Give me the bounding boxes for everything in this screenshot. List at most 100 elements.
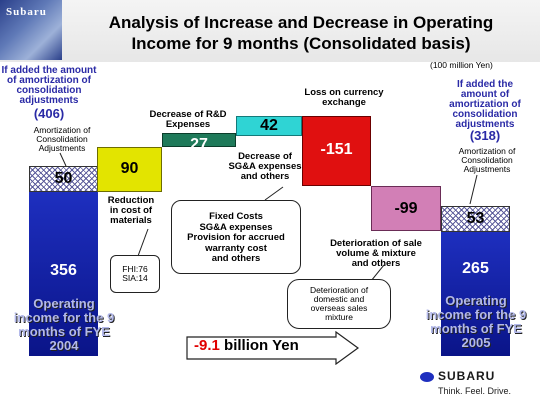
rd-label: Decrease of R&D Expenses: [132, 110, 244, 130]
right-amort-pointer: [469, 174, 478, 205]
material-label-line: Reduction: [107, 195, 155, 206]
left-amortization-note: If added the amount of amortization of c…: [0, 66, 98, 106]
sga-label-line: SG&A expenses: [228, 161, 302, 172]
end-amortization-value: 53: [466, 210, 485, 227]
fixed-costs-text: Fixed Costs SG&A expenses Provision for …: [172, 211, 300, 265]
sale-volume-value: -99: [394, 200, 418, 217]
fixed-costs-line: Provision for accrued: [187, 232, 285, 243]
end-caption-line: 2005: [461, 335, 491, 350]
sale-volume-bar: -99: [371, 186, 441, 231]
fixed-costs-line: Fixed Costs: [209, 211, 263, 222]
domestic-line: mixture: [325, 312, 353, 322]
rd-expense-value: 27: [190, 136, 208, 153]
title-line-2: Income for 9 months (Consolidated basis): [131, 34, 471, 53]
left-note-line: adjustments: [19, 95, 79, 106]
start-caption-line: income for the 9: [13, 310, 115, 325]
right-amort-line: Adjustments: [463, 164, 511, 174]
left-amort-line: Adjustments: [38, 143, 86, 153]
end-operating-income-bar: 265: [441, 232, 510, 356]
summary-text: -9.1 billion Yen: [194, 337, 344, 354]
material-label-line: in cost of: [109, 205, 153, 216]
currency-label-line: exchange: [322, 97, 366, 108]
sga-expense-value: 42: [260, 117, 278, 134]
right-note-line: If added the: [456, 79, 514, 90]
rd-expense-bar: 27: [162, 133, 236, 153]
right-note-line: adjustments: [455, 119, 515, 130]
left-note-value: (406): [33, 106, 65, 121]
fixed-costs-callout: Fixed Costs SG&A expenses Provision for …: [171, 200, 301, 274]
fhi-sia-callout: FHI:76 SIA:14: [110, 255, 160, 293]
material-cost-bar: 90: [97, 147, 162, 192]
domestic-mixture-callout: Deterioration of domestic and overseas s…: [287, 279, 391, 329]
start-bar-caption: Operating income for the 9 months of FYE…: [8, 297, 120, 353]
start-operating-income-bar: 356: [29, 192, 98, 356]
fixed-costs-line: warranty cost: [205, 242, 267, 254]
start-operating-income-value: 356: [50, 262, 77, 279]
left-note-line: consolidation: [16, 85, 82, 96]
subaru-star-icon: [420, 372, 434, 382]
start-caption-line: Operating: [33, 296, 95, 311]
left-amort-line: Consolidation: [36, 134, 88, 144]
header-logo-text: Subaru: [6, 6, 47, 18]
sga-label: Decrease of SG&A expenses and others: [222, 152, 308, 182]
currency-exchange-bar: -151: [302, 116, 371, 186]
left-amort-label: Amortization of Consolidation Adjustment…: [22, 126, 102, 153]
sale-callout-pointer: [370, 264, 385, 282]
right-amort-line: Amortization of: [458, 146, 516, 156]
fhi-value: FHI:76: [122, 264, 148, 274]
end-caption-line: Operating: [445, 293, 507, 308]
sale-label-line: volume & mixture: [336, 248, 416, 259]
right-amortization-note: If added the amount of amortization of c…: [430, 80, 540, 130]
summary-arrow-shape: [186, 331, 360, 365]
sia-value: SIA:14: [122, 273, 148, 283]
left-note-line: If added the amount: [1, 65, 97, 76]
sale-volume-label: Deterioration of sale volume & mixture a…: [318, 239, 434, 269]
footer-brand: SUBARU Think. Feel. Drive.: [418, 367, 540, 405]
footer-brand-text: SUBARU: [438, 369, 496, 383]
page-title: Analysis of Increase and Decrease in Ope…: [62, 12, 540, 54]
domestic-line: overseas sales: [310, 303, 368, 313]
material-label-line: materials: [110, 215, 152, 226]
left-amort-line: Amortization of: [33, 125, 91, 135]
right-amort-line: Consolidation: [461, 155, 513, 165]
left-amort-pointer: [59, 152, 67, 167]
rd-label-line: Decrease of R&D: [149, 109, 227, 120]
domestic-mixture-text: Deterioration of domestic and overseas s…: [288, 286, 390, 322]
fixed-costs-line: and others: [211, 253, 261, 264]
currency-label: Loss on currency exchange: [292, 88, 396, 108]
end-bar-caption: Operating income for the 9 months of FYE…: [420, 294, 532, 350]
start-caption-line: 2004: [49, 338, 79, 353]
header-band: [0, 0, 540, 62]
summary-arrow: [186, 331, 360, 365]
sga-expense-bar: 42: [236, 116, 302, 136]
fixed-costs-line: SG&A expenses: [199, 221, 273, 233]
currency-exchange-value: -151: [320, 141, 353, 158]
material-label: Reduction in cost of materials: [100, 196, 162, 226]
end-caption-line: income for the 9: [425, 307, 527, 322]
summary-unit: billion Yen: [219, 337, 299, 354]
right-note-value: (318): [469, 128, 501, 143]
right-note-line: amount of: [460, 89, 510, 100]
unit-label: (100 million Yen): [430, 60, 493, 70]
right-note-line: amortization of: [449, 99, 521, 110]
header-logo-image: [0, 0, 62, 60]
right-note-line: consolidation: [452, 109, 518, 120]
sale-label-line: and others: [351, 258, 401, 269]
left-note-line: of amortization of: [7, 75, 91, 86]
footer-tagline: Think. Feel. Drive.: [438, 386, 512, 396]
sga-label-line: Decrease of: [238, 151, 292, 162]
domestic-line: Deterioration of: [309, 285, 369, 295]
right-amort-label: Amortization of Consolidation Adjustment…: [440, 147, 534, 174]
end-operating-income-value: 265: [462, 260, 489, 277]
material-cost-value: 90: [120, 160, 139, 177]
material-callout-pointer: [137, 228, 149, 257]
currency-label-line: Loss on currency: [304, 87, 384, 98]
end-amortization-bar: 53: [441, 206, 510, 232]
start-caption-line: months of FYE: [18, 324, 110, 339]
end-caption-line: months of FYE: [430, 321, 522, 336]
sale-label-line: Deterioration of sale: [330, 238, 422, 249]
rd-label-line: Expenses: [165, 119, 211, 130]
title-line-1: Analysis of Increase and Decrease in Ope…: [108, 13, 494, 32]
domestic-line: domestic and: [313, 294, 365, 304]
